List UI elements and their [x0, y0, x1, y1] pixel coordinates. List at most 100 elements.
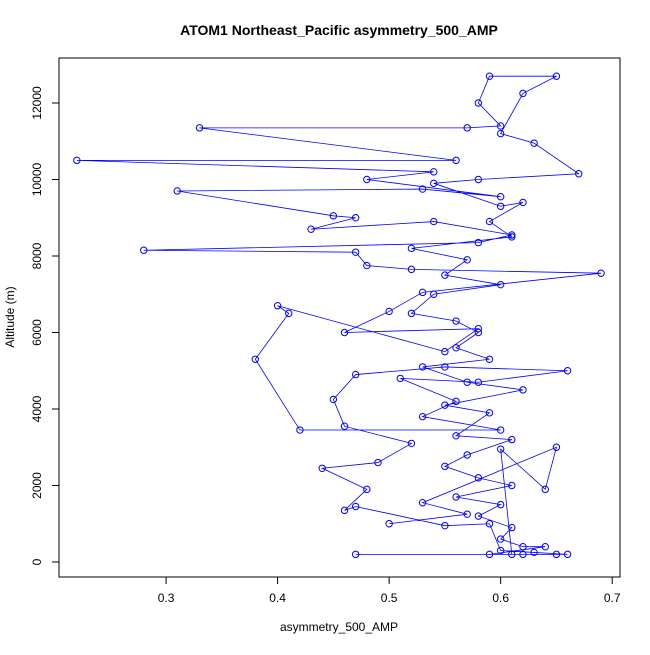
data-point	[463, 378, 471, 386]
data-point	[563, 550, 572, 559]
data-point	[351, 214, 360, 222]
data-point	[407, 265, 416, 274]
data-point	[519, 543, 527, 551]
data-line	[76, 75, 602, 555]
x-tick-label: 0.4	[269, 591, 286, 605]
data-point	[496, 546, 505, 555]
data-point	[173, 187, 181, 195]
data-point	[407, 309, 416, 318]
data-point	[496, 202, 505, 210]
data-point	[407, 439, 416, 448]
data-point	[430, 217, 438, 226]
data-point	[496, 193, 505, 201]
data-point	[73, 156, 81, 165]
data-point	[552, 443, 561, 451]
data-point	[508, 481, 516, 490]
data-point	[508, 233, 516, 241]
data-point	[251, 355, 259, 363]
data-point	[485, 72, 494, 80]
data-point	[351, 248, 360, 256]
data-point	[508, 231, 516, 239]
y-tick-label: 8000	[30, 242, 44, 269]
data-point	[363, 261, 371, 270]
data-point	[508, 550, 516, 559]
data-point	[508, 435, 516, 444]
data-point	[496, 122, 505, 130]
data-point	[485, 409, 494, 417]
data-point	[273, 302, 282, 310]
data-point	[340, 506, 349, 515]
data-point	[351, 502, 360, 511]
data-point	[485, 217, 494, 226]
data-point	[508, 523, 516, 532]
data-point	[474, 175, 483, 184]
data-point	[441, 271, 449, 279]
data-point	[496, 500, 505, 509]
x-tick-label: 0.5	[381, 591, 398, 605]
data-point	[474, 99, 483, 107]
data-point	[374, 458, 382, 467]
data-point	[452, 397, 460, 406]
data-point	[474, 238, 483, 247]
data-point	[496, 535, 505, 543]
data-point	[496, 445, 505, 453]
x-tick-label: 0.3	[158, 591, 175, 605]
data-point	[485, 520, 494, 528]
y-tick-label: 12000	[30, 86, 44, 120]
y-tick-label: 6000	[30, 319, 44, 346]
data-point	[418, 185, 427, 193]
data-point	[296, 426, 304, 434]
chart-title: ATOM1 Northeast_Pacific asymmetry_500_AM…	[180, 22, 498, 38]
y-tick-label: 10000	[30, 162, 44, 196]
data-point	[496, 280, 505, 289]
data-point	[441, 521, 449, 530]
data-point	[351, 370, 360, 379]
data-point	[496, 129, 505, 138]
data-point	[195, 124, 204, 132]
data-point	[307, 225, 315, 233]
data-point	[541, 485, 549, 494]
data-point	[452, 493, 460, 501]
y-tick-label: 2000	[30, 472, 44, 499]
data-point	[363, 175, 371, 184]
data-point	[485, 550, 494, 559]
data-point	[452, 156, 460, 165]
data-point	[563, 367, 572, 375]
data-point	[463, 256, 471, 264]
data-point	[418, 499, 427, 507]
data-point	[474, 474, 483, 482]
x-axis-label: asymmetry_500_AMP	[280, 620, 398, 634]
data-point	[329, 395, 338, 404]
data-point	[441, 363, 449, 371]
data-point	[552, 72, 561, 80]
plot-frame	[58, 57, 621, 578]
data-point	[418, 412, 427, 421]
data-point	[519, 198, 527, 207]
data-point	[519, 386, 527, 394]
data-point	[329, 212, 338, 220]
data-point	[452, 432, 460, 440]
data-point	[407, 244, 416, 253]
x-tick-label: 0.6	[492, 591, 509, 605]
data-point	[385, 520, 393, 528]
data-point	[474, 512, 483, 520]
data-point	[340, 422, 349, 430]
data-point	[430, 168, 438, 176]
data-point	[430, 179, 438, 188]
data-point	[519, 550, 527, 559]
data-point	[418, 363, 427, 371]
data-point	[552, 550, 561, 559]
data-point	[530, 139, 538, 147]
data-point	[351, 550, 360, 559]
data-point	[441, 462, 449, 471]
data-point	[318, 464, 326, 472]
data-point	[597, 269, 605, 277]
data-point	[530, 548, 538, 557]
data-point	[441, 401, 449, 409]
y-tick-label: 4000	[30, 395, 44, 422]
data-point	[385, 307, 393, 316]
y-tick-label: 0	[30, 558, 44, 565]
data-point	[496, 426, 505, 434]
data-point	[485, 355, 494, 363]
data-point	[474, 324, 483, 333]
